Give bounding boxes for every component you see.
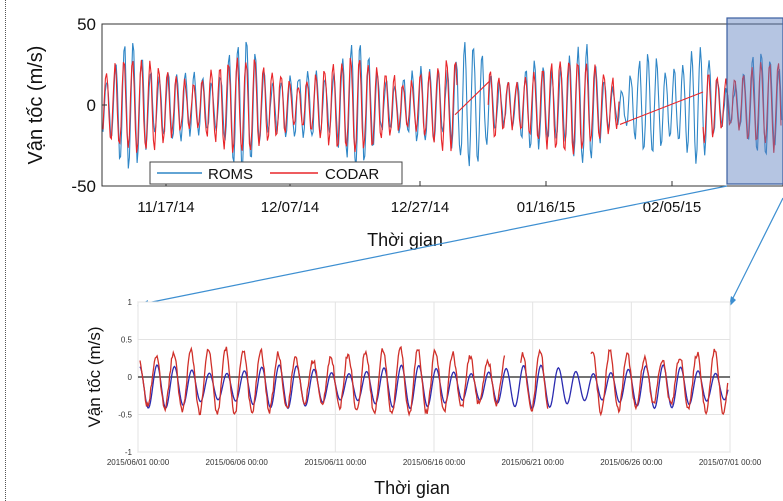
bottom-chart: 1 0.5 0 -0.5 -1 2015/06/01 00:00 2015/06/06 0…	[85, 298, 762, 498]
top-y-axis-label: Vận tốc (m/s)	[25, 46, 47, 165]
bottom-y-tick-label: 0.5	[121, 336, 133, 345]
bottom-x-tick-label: 2015/06/26 00:00	[600, 458, 663, 467]
top-x-tick-label: 11/17/14	[137, 199, 194, 216]
bottom-series-group	[139, 345, 729, 417]
top-x-axis-label: Thời gian	[367, 230, 443, 250]
bottom-series-obs-line	[590, 348, 729, 417]
top-x-tick-label: 01/16/15	[517, 199, 575, 216]
legend-roms-label: ROMS	[208, 166, 253, 183]
bottom-x-tick-label: 2015/07/01 00:00	[699, 458, 762, 467]
series-codar-line	[702, 62, 782, 153]
bottom-x-tick-label: 2015/06/01 00:00	[107, 458, 170, 467]
bottom-series-obs-line	[139, 345, 506, 417]
legend-codar-label: CODAR	[325, 166, 379, 183]
bottom-y-axis-label: Vận tốc (m/s)	[85, 326, 104, 427]
top-x-tick-label: 02/05/15	[643, 199, 701, 216]
bottom-y-tick-label: -1	[125, 448, 133, 457]
top-x-tick-label: 12/07/14	[261, 199, 319, 216]
top-x-tick-label: 12/27/14	[391, 199, 449, 216]
bottom-y-ticks: 1 0.5 0 -0.5 -1	[118, 298, 132, 457]
bottom-x-tick-label: 2015/06/11 00:00	[304, 458, 366, 467]
top-x-ticks: 11/17/14 12/07/14 12/27/14 01/16/15 02/05/15	[137, 181, 701, 216]
top-legend: ROMS CODAR	[149, 161, 403, 185]
bottom-x-ticks: 2015/06/01 00:00 2015/06/06 00:00 2015/06/…	[107, 458, 762, 467]
connector-arrow-right-icon	[729, 296, 736, 307]
series-codar-line	[102, 57, 458, 153]
top-y-tick-label: 0	[87, 96, 96, 115]
bottom-y-tick-label: 0	[128, 373, 133, 382]
zoom-highlight-box	[726, 17, 783, 185]
bottom-y-tick-label: -0.5	[118, 411, 132, 420]
top-y-tick-label: 50	[77, 15, 96, 34]
series-codar-gap-bridge	[454, 80, 491, 116]
bottom-x-tick-label: 2015/06/06 00:00	[206, 458, 269, 467]
top-y-ticks: 50 0 -50	[71, 15, 107, 196]
bottom-x-tick-label: 2015/06/16 00:00	[403, 458, 466, 467]
zoom-connector-right	[729, 197, 783, 305]
bottom-y-tick-label: 1	[128, 298, 133, 307]
zoom-connector-left	[141, 185, 728, 305]
series-codar-gap-bridge	[619, 91, 704, 125]
bottom-x-tick-label: 2015/06/21 00:00	[502, 458, 565, 467]
left-dotted-border	[5, 0, 6, 501]
bottom-x-axis-label: Thời gian	[374, 478, 450, 498]
top-y-tick-label: -50	[71, 177, 96, 196]
series-codar-line	[487, 61, 620, 155]
top-chart: 50 0 -50 11/17/14 12/07/14 12/27/14 01/16/15 0…	[25, 15, 783, 250]
top-series-group	[102, 41, 783, 169]
bottom-series-obs-line	[520, 348, 549, 412]
